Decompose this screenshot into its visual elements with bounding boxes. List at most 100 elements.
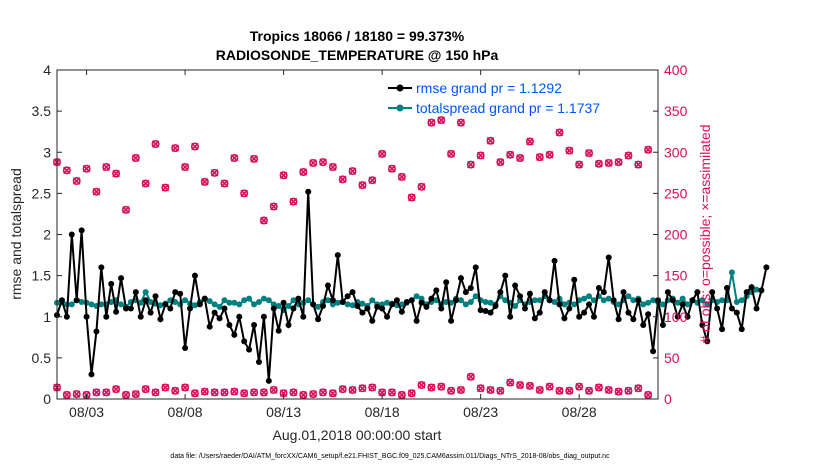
rmse-point xyxy=(723,284,730,291)
obs-assimilated-point-cross xyxy=(526,382,534,390)
obs-assimilated-point xyxy=(102,388,111,397)
obs-possible-point xyxy=(427,118,436,127)
totalspread-point xyxy=(659,301,666,308)
totalspread-point xyxy=(88,301,95,308)
obs-possible-point xyxy=(161,183,170,192)
totalspread-point xyxy=(275,303,282,310)
obs-possible-point xyxy=(210,168,219,177)
obs-assimilated-point xyxy=(200,387,209,396)
obs-possible-point-circle xyxy=(299,167,308,176)
obs-possible-point-circle xyxy=(535,153,544,162)
obs-assimilated-point-cross xyxy=(63,391,71,399)
x-tick-label: 08/08 xyxy=(168,404,203,420)
obs-assimilated-point-circle xyxy=(565,386,574,395)
right-tick-label: 400 xyxy=(664,62,688,78)
rmse-point xyxy=(122,305,129,312)
obs-possible-point-cross xyxy=(447,150,455,158)
obs-possible-point xyxy=(250,154,259,163)
obs-possible-point xyxy=(604,158,613,167)
right-tick-label: 300 xyxy=(664,144,688,160)
rmse-point xyxy=(536,309,543,316)
obs-possible-point xyxy=(190,142,199,151)
rmse-point xyxy=(246,346,253,353)
rmse-point xyxy=(763,264,770,271)
rmse-point xyxy=(162,301,169,308)
obs-assimilated-point xyxy=(516,381,525,390)
obs-possible-point xyxy=(181,163,190,172)
obs-assimilated-point-circle xyxy=(397,390,406,399)
obs-possible-point-cross xyxy=(122,206,130,214)
rmse-point xyxy=(132,289,139,296)
rmse-point xyxy=(118,275,125,282)
obs-assimilated-point xyxy=(289,388,298,397)
obs-possible-point-circle xyxy=(437,116,446,125)
obs-possible-point xyxy=(72,177,81,186)
rmse-point xyxy=(561,315,568,322)
obs-assimilated-point-cross xyxy=(536,386,544,394)
rmse-point xyxy=(753,305,760,312)
obs-assimilated-point-cross xyxy=(122,391,130,399)
obs-possible-point-circle xyxy=(516,154,525,163)
obs-possible-point-cross xyxy=(348,167,357,175)
rmse-point xyxy=(334,252,341,259)
rmse-point xyxy=(221,305,228,312)
totalspread-point xyxy=(118,301,125,308)
obs-possible-point-circle xyxy=(604,158,613,167)
rmse-point xyxy=(339,298,346,305)
obs-possible-point-cross xyxy=(536,153,544,161)
obs-possible-point-circle xyxy=(575,160,584,169)
obs-possible-point-circle xyxy=(407,193,416,202)
totalspread-point xyxy=(630,297,637,304)
left-axis: 0 0.5 1 1.5 2 2.5 3 3.5 4 xyxy=(32,62,62,407)
obs-possible-point-circle xyxy=(220,179,229,188)
obs-possible-point-circle xyxy=(456,118,465,127)
legend-spread-marker xyxy=(396,104,404,112)
rmse-point xyxy=(359,309,366,316)
rmse-point xyxy=(645,311,652,318)
obs-possible-point xyxy=(397,172,406,181)
rmse-point xyxy=(152,293,159,300)
obs-assimilated-point-cross xyxy=(585,387,593,395)
obs-possible-point-cross xyxy=(92,187,101,196)
obs-possible-point-circle xyxy=(476,151,485,160)
rmse-point xyxy=(182,345,189,352)
left-axis-label: rmse and totalspread xyxy=(8,168,24,300)
obs-assimilated-point-circle xyxy=(269,385,278,394)
x-tick-label: 08/28 xyxy=(562,404,597,420)
rmse-point xyxy=(423,303,430,310)
rmse-point xyxy=(113,308,120,315)
rmse-point xyxy=(324,282,331,289)
rmse-point xyxy=(413,317,420,324)
obs-possible-point-circle xyxy=(417,182,426,191)
obs-assimilated-point-cross xyxy=(299,391,308,399)
totalspread-point xyxy=(78,298,85,305)
obs-possible-point xyxy=(102,163,111,172)
totalspread-point xyxy=(246,295,253,302)
rmse-point xyxy=(586,301,593,308)
rmse-point xyxy=(206,323,213,330)
obs-assimilated-point-cross xyxy=(102,388,111,397)
x-tick-label: 08/23 xyxy=(463,404,498,420)
obs-possible-point-circle xyxy=(387,164,396,173)
obs-assimilated-point-circle xyxy=(387,388,396,397)
obs-assimilated-point-circle xyxy=(466,372,475,381)
obs-assimilated-point-cross xyxy=(417,381,426,389)
obs-possible-point xyxy=(240,189,249,198)
rmse-point xyxy=(384,313,391,320)
obs-assimilated-point xyxy=(437,382,446,391)
obs-possible-point-circle xyxy=(259,216,268,225)
totalspread-point xyxy=(413,293,420,300)
obs-assimilated-point xyxy=(496,386,505,395)
rmse-point xyxy=(379,305,386,312)
obs-assimilated-point xyxy=(131,390,140,399)
rmse-point xyxy=(640,321,647,328)
totalspread-point xyxy=(241,297,248,304)
rmse-point xyxy=(83,313,90,320)
obs-assimilated-point-circle xyxy=(62,390,71,399)
rmse-point xyxy=(502,272,509,279)
totalspread-point xyxy=(255,298,262,305)
totalspread-point xyxy=(270,301,277,308)
totalspread-point xyxy=(536,297,543,304)
obs-possible-point-cross xyxy=(269,202,278,211)
obs-possible-point xyxy=(82,164,91,173)
